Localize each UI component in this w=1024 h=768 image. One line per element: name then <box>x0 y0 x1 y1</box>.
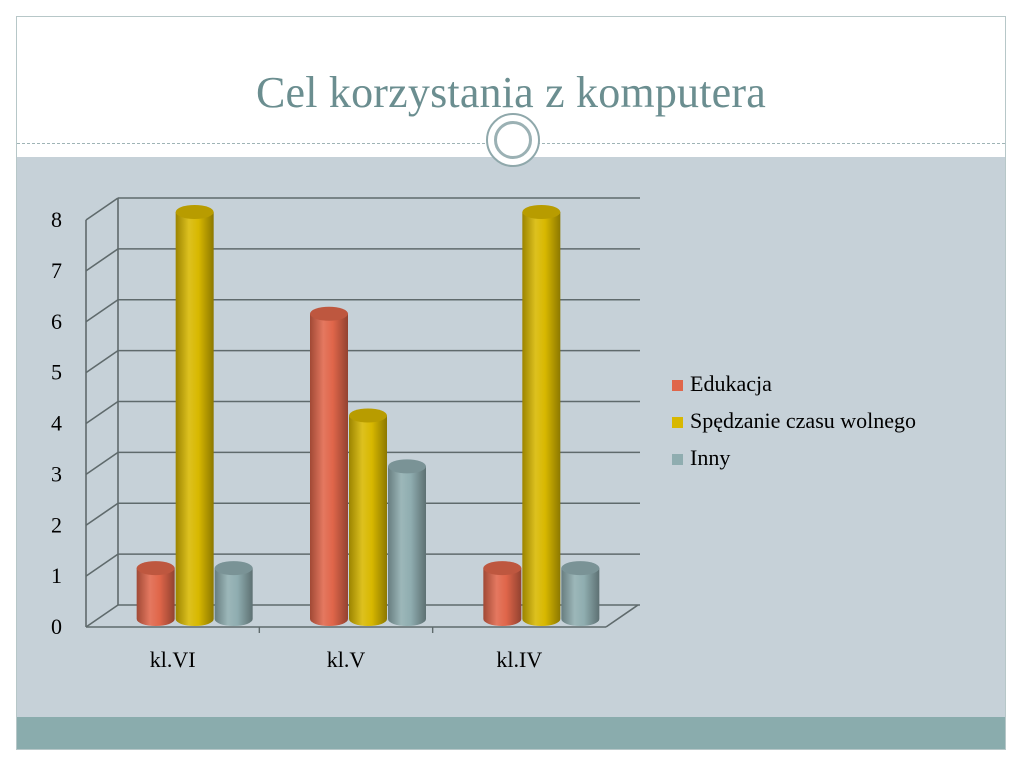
y-tick-label: 2 <box>51 512 62 537</box>
bar <box>388 466 426 626</box>
decorative-circle-icon <box>486 113 540 167</box>
bar <box>310 313 348 626</box>
x-tick-label: kl.VI <box>150 647 196 672</box>
bar-top <box>175 205 214 219</box>
bar <box>483 568 522 626</box>
legend-label: Spędzanie czasu wolnego <box>690 408 916 433</box>
legend-label: Inny <box>690 445 730 470</box>
bar <box>561 568 600 626</box>
y-tick-label: 3 <box>51 461 62 486</box>
floor-edge <box>605 604 639 628</box>
gridline-diagonal <box>85 502 119 526</box>
bar <box>349 415 387 626</box>
x-tick-label: kl.IV <box>496 647 542 672</box>
x-tick-label: kl.V <box>327 647 366 672</box>
bar-top <box>561 561 600 576</box>
bar-top <box>388 459 426 474</box>
bar-top <box>483 561 522 576</box>
y-tick-label: 7 <box>51 258 62 283</box>
gridline-diagonal <box>85 604 119 628</box>
y-tick-label: 0 <box>51 614 62 639</box>
slide-title: Cel korzystania z komputera <box>255 68 766 117</box>
y-tick-label: 6 <box>51 309 62 334</box>
bar <box>136 568 175 626</box>
gridline-diagonal <box>85 197 119 221</box>
legend-swatch <box>672 380 683 391</box>
legend-swatch <box>672 454 683 465</box>
bar-top <box>349 408 387 423</box>
y-tick-label: 4 <box>51 411 62 436</box>
bar <box>214 568 253 626</box>
bar-top <box>136 561 175 576</box>
gridline-diagonal <box>85 299 119 323</box>
legend-label: Edukacja <box>690 371 772 396</box>
gridline-diagonal <box>85 400 119 425</box>
gridline-diagonal <box>85 451 119 476</box>
bar <box>522 212 561 626</box>
gridline-diagonal <box>85 553 119 577</box>
bar-top <box>310 306 348 321</box>
bar-top <box>214 561 253 576</box>
y-tick-label: 8 <box>51 207 62 232</box>
gridline-diagonal <box>85 248 119 272</box>
bar <box>175 212 214 626</box>
footer-band <box>17 717 1005 749</box>
y-tick-label: 5 <box>51 360 62 385</box>
gridline-diagonal <box>85 349 119 374</box>
bar-top <box>522 205 561 219</box>
legend-swatch <box>672 417 683 428</box>
y-tick-label: 1 <box>51 563 62 588</box>
